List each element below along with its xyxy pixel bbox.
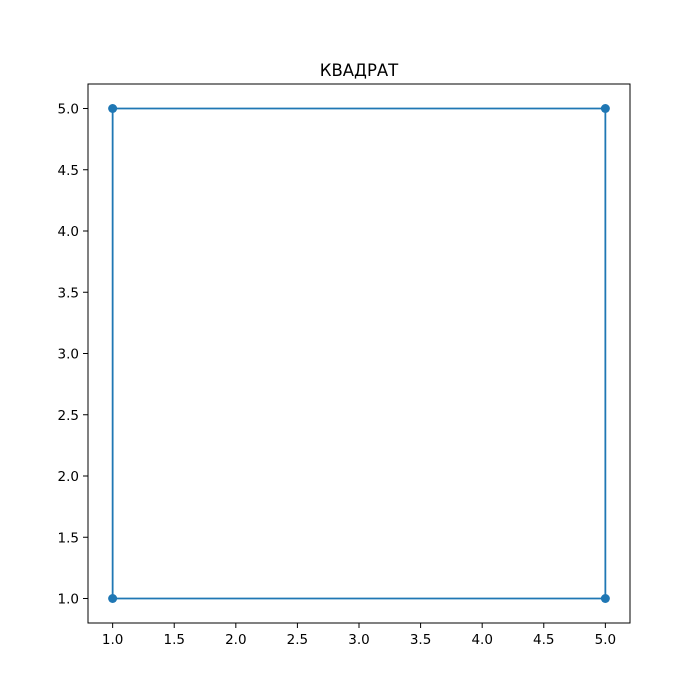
axes-border xyxy=(87,83,631,624)
data-point xyxy=(600,594,610,603)
chart-title: КВАДРАТ xyxy=(320,61,399,80)
x-tick-label: 1.5 xyxy=(163,632,184,648)
series-layer xyxy=(108,104,610,603)
axes-frame xyxy=(87,83,631,624)
y-tick-label: 1.0 xyxy=(58,592,79,608)
x-tick-label: 2.5 xyxy=(287,632,308,648)
x-axis: 1.0 1.5 2.0 2.5 3.0 3.5 4.0 4.5 5.0 xyxy=(102,623,616,648)
data-point xyxy=(108,594,118,603)
x-tick-label: 2.0 xyxy=(225,632,246,648)
y-tick-label: 4.0 xyxy=(58,224,79,240)
x-tick-label: 4.0 xyxy=(471,632,492,648)
y-tick-label: 4.5 xyxy=(58,163,79,179)
x-tick-label: 5.0 xyxy=(595,632,616,648)
y-tick-label: 5.0 xyxy=(58,102,79,118)
x-tick-label: 1.0 xyxy=(102,632,123,648)
x-tick-label: 3.0 xyxy=(348,632,369,648)
y-tick-label: 1.5 xyxy=(58,530,79,546)
data-point xyxy=(600,104,610,113)
series-line xyxy=(111,107,607,600)
x-tick-label: 4.5 xyxy=(533,632,554,648)
y-tick-label: 3.0 xyxy=(58,347,79,363)
y-tick-label: 2.0 xyxy=(58,469,79,485)
y-axis: 1.0 1.5 2.0 2.5 3.0 3.5 4.0 4.5 5.0 xyxy=(58,102,88,608)
x-tick-label: 3.5 xyxy=(410,632,431,648)
data-point xyxy=(108,104,118,113)
y-tick-label: 3.5 xyxy=(58,285,79,301)
y-tick-label: 2.5 xyxy=(58,408,79,424)
